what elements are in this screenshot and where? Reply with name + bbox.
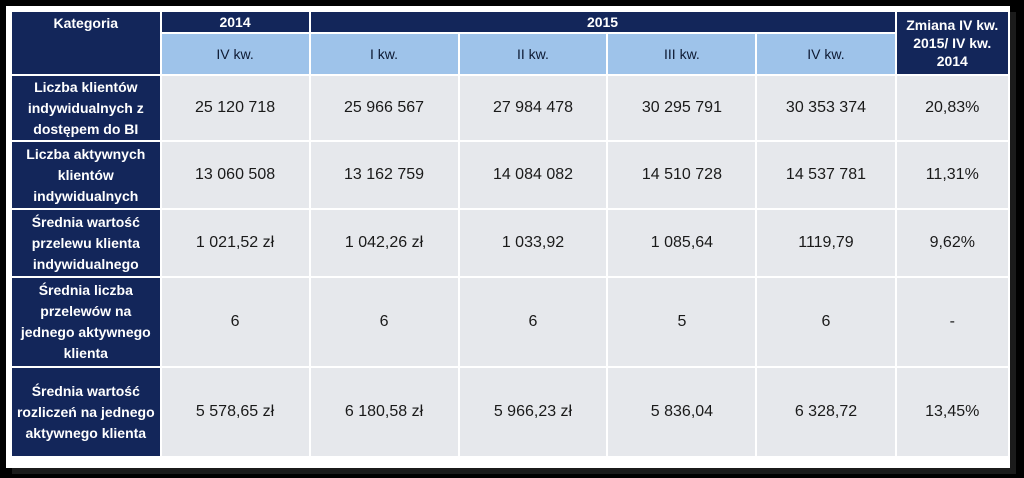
row-label: Średnia wartość rozliczeń na jednego akt… <box>12 368 160 456</box>
table-cell: 1 085,64 <box>608 210 756 276</box>
table-cell: 13,45% <box>896 368 1008 456</box>
header-quarter: III kw. <box>608 34 756 74</box>
table-cell: 13 060 508 <box>161 142 309 208</box>
table-frame: Kategoria 2014 2015 Zmiana IV kw. 2015/ … <box>6 6 1010 468</box>
row-label: Liczba aktywnych klientów indywidualnych <box>12 142 160 208</box>
table-row: Liczba aktywnych klientów indywidualnych… <box>12 142 1008 208</box>
header-quarter: II kw. <box>459 34 607 74</box>
table-row: Średnia liczba przelewów na jednego akty… <box>12 278 1008 366</box>
header-quarter: I kw. <box>310 34 458 74</box>
table-cell: 13 162 759 <box>310 142 458 208</box>
table-cell: 25 120 718 <box>161 76 309 140</box>
table-row: Średnia wartość rozliczeń na jednego akt… <box>12 368 1008 456</box>
table-cell: 14 510 728 <box>608 142 756 208</box>
table-cell: 6 328,72 <box>757 368 895 456</box>
table-cell: 5 836,04 <box>608 368 756 456</box>
table-cell: 6 180,58 zł <box>310 368 458 456</box>
header-quarter: IV kw. <box>757 34 895 74</box>
table-cell: 20,83% <box>896 76 1008 140</box>
row-label: Liczba klientów indywidualnych z dostępe… <box>12 76 160 140</box>
table-cell: 1 021,52 zł <box>161 210 309 276</box>
table-cell: 5 578,65 zł <box>161 368 309 456</box>
table-cell: 6 <box>757 278 895 366</box>
table-cell: 5 <box>608 278 756 366</box>
table-cell: 30 353 374 <box>757 76 895 140</box>
table-cell: 30 295 791 <box>608 76 756 140</box>
table-cell: - <box>896 278 1008 366</box>
table-row: Średnia wartość przelewu klienta indywid… <box>12 210 1008 276</box>
table-cell: 14 084 082 <box>459 142 607 208</box>
table-cell: 6 <box>459 278 607 366</box>
table-cell: 9,62% <box>896 210 1008 276</box>
header-change: Zmiana IV kw. 2015/ IV kw. 2014 <box>896 12 1008 74</box>
table-cell: 11,31% <box>896 142 1008 208</box>
header-year-2014: 2014 <box>161 12 309 32</box>
table-cell: 27 984 478 <box>459 76 607 140</box>
table-cell: 1 042,26 zł <box>310 210 458 276</box>
table-cell: 14 537 781 <box>757 142 895 208</box>
table-cell: 1 033,92 <box>459 210 607 276</box>
header-category: Kategoria <box>12 12 160 74</box>
statistics-table: Kategoria 2014 2015 Zmiana IV kw. 2015/ … <box>10 10 1010 458</box>
header-quarter: IV kw. <box>161 34 309 74</box>
table-cell: 25 966 567 <box>310 76 458 140</box>
table-cell: 5 966,23 zł <box>459 368 607 456</box>
header-year-2015: 2015 <box>310 12 895 32</box>
table-cell: 6 <box>161 278 309 366</box>
row-label: Średnia wartość przelewu klienta indywid… <box>12 210 160 276</box>
table-row: Liczba klientów indywidualnych z dostępe… <box>12 76 1008 140</box>
table-cell: 1119,79 <box>757 210 895 276</box>
table-cell: 6 <box>310 278 458 366</box>
row-label: Średnia liczba przelewów na jednego akty… <box>12 278 160 366</box>
